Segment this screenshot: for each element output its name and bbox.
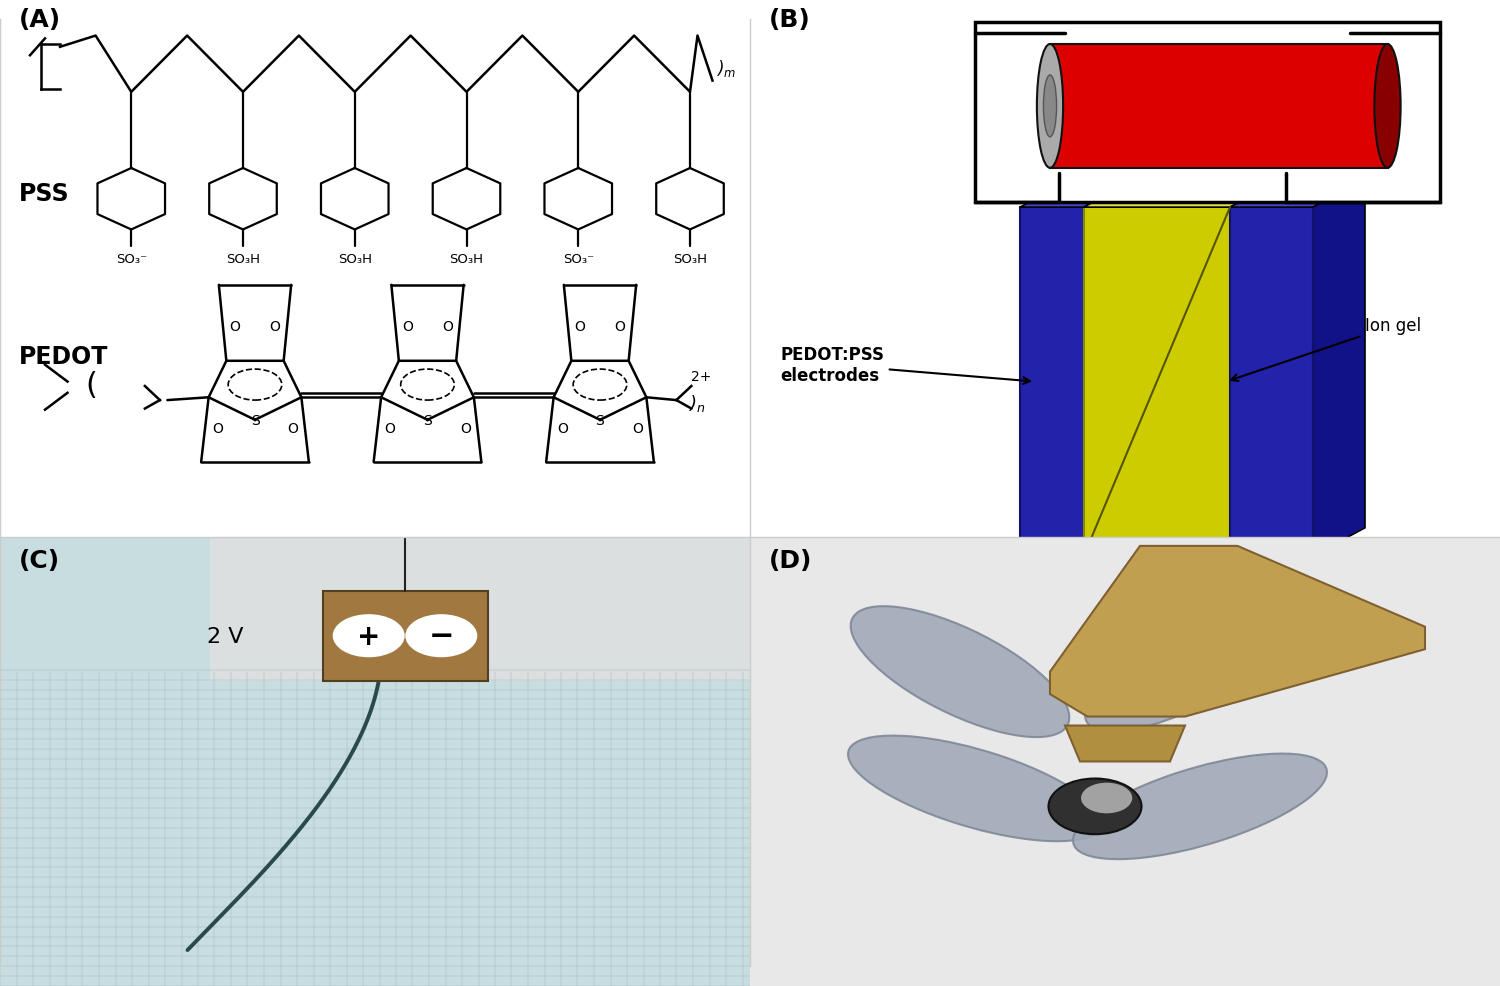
- Circle shape: [1048, 779, 1142, 834]
- Text: O: O: [442, 319, 453, 333]
- Bar: [322, 592, 488, 681]
- Text: (B): (B): [768, 9, 810, 33]
- Polygon shape: [1230, 208, 1312, 556]
- Polygon shape: [1083, 179, 1282, 208]
- Bar: [975, 23, 1440, 202]
- Circle shape: [333, 614, 405, 658]
- Text: )$_n$: )$_n$: [687, 393, 705, 414]
- Bar: [1050, 45, 1388, 169]
- Polygon shape: [1312, 179, 1365, 556]
- Polygon shape: [1083, 208, 1230, 556]
- Ellipse shape: [847, 736, 1102, 841]
- Text: S: S: [423, 413, 432, 427]
- Text: −: −: [429, 621, 454, 651]
- Text: O: O: [574, 319, 585, 333]
- Text: O: O: [230, 319, 240, 333]
- Text: O: O: [615, 319, 626, 333]
- Ellipse shape: [1084, 612, 1286, 732]
- Text: O: O: [211, 422, 222, 436]
- Bar: [210, 537, 750, 681]
- Text: O: O: [270, 319, 280, 333]
- Text: S: S: [251, 413, 260, 427]
- Ellipse shape: [1374, 45, 1401, 169]
- Text: O: O: [556, 422, 567, 436]
- Circle shape: [1082, 783, 1132, 813]
- Text: (D): (D): [768, 548, 812, 573]
- Polygon shape: [1065, 726, 1185, 761]
- Polygon shape: [1230, 179, 1365, 208]
- Ellipse shape: [1044, 76, 1056, 138]
- Text: 2 V: 2 V: [207, 626, 243, 646]
- Text: SO₃⁻: SO₃⁻: [562, 252, 594, 265]
- Text: PSS: PSS: [18, 181, 69, 206]
- Circle shape: [405, 614, 477, 658]
- Text: )$_m$: )$_m$: [717, 58, 736, 79]
- Text: PEDOT:PSS
electrodes: PEDOT:PSS electrodes: [780, 346, 1030, 385]
- Text: O: O: [384, 422, 394, 436]
- Text: PEDOT: PEDOT: [18, 345, 108, 369]
- Polygon shape: [1230, 179, 1282, 556]
- Ellipse shape: [850, 606, 1070, 738]
- Text: 2+: 2+: [692, 370, 711, 384]
- Text: (: (: [86, 371, 98, 399]
- Text: (A): (A): [18, 9, 62, 33]
- Ellipse shape: [1036, 45, 1064, 169]
- Polygon shape: [1020, 179, 1137, 208]
- Text: O: O: [460, 422, 471, 436]
- Text: +: +: [357, 622, 381, 650]
- Text: Ion gel: Ion gel: [1232, 317, 1420, 382]
- Text: SO₃H: SO₃H: [226, 252, 260, 265]
- Text: SO₃H: SO₃H: [338, 252, 372, 265]
- Text: (C): (C): [18, 548, 60, 573]
- Text: SO₃⁻: SO₃⁻: [116, 252, 147, 265]
- Text: SO₃H: SO₃H: [674, 252, 706, 265]
- Text: O: O: [288, 422, 298, 436]
- Text: O: O: [633, 422, 644, 436]
- Polygon shape: [1050, 546, 1425, 717]
- Polygon shape: [1020, 208, 1083, 556]
- Text: O: O: [402, 319, 412, 333]
- Ellipse shape: [1072, 754, 1328, 859]
- Text: S: S: [596, 413, 604, 427]
- Text: SO₃H: SO₃H: [450, 252, 483, 265]
